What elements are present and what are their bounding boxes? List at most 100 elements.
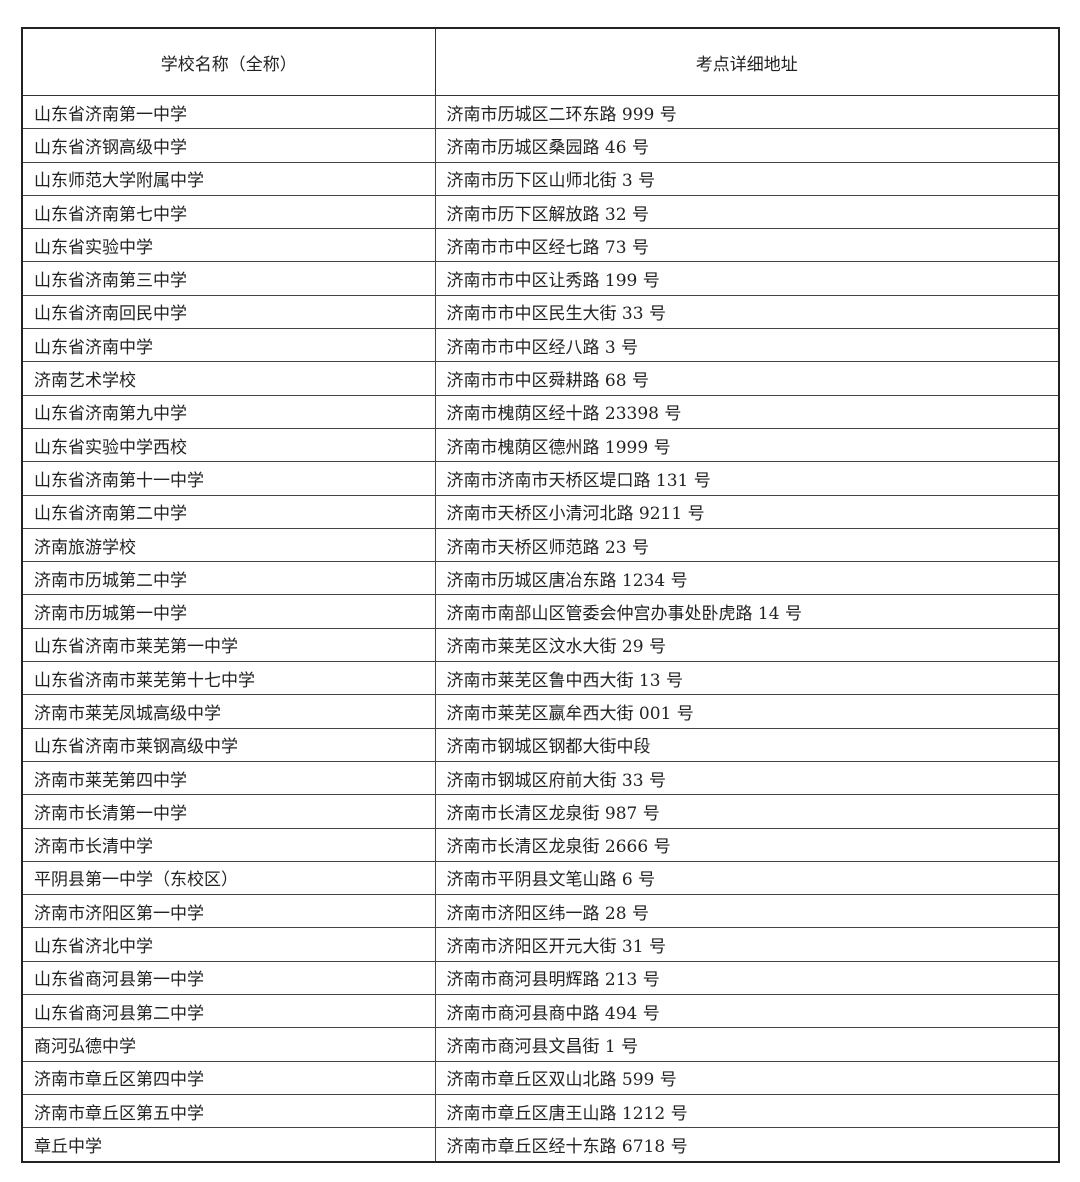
school-name-cell: 平阴县第一中学（东校区） [21,860,436,896]
school-name-cell: 山东省济南中学 [21,328,436,363]
table-row: 山东省商河县第二中学 济南市商河县商中路 494 号 [21,994,1060,1029]
school-name-cell: 山东师范大学附属中学 [21,161,436,196]
table-row: 山东省济南市莱钢高级中学 济南市钢城区钢都大街中段 [21,727,1060,762]
school-name-cell: 山东省商河县第二中学 [21,994,436,1029]
address-cell: 济南市市中区让秀路 199 号 [434,261,1060,296]
address-cell: 济南市天桥区师范路 23 号 [434,527,1060,563]
table-row: 济南市济阳区第一中学 济南市济阳区纬一路 28 号 [21,894,1060,929]
school-name-cell: 济南旅游学校 [21,527,436,563]
school-name-cell: 山东省济南第二中学 [21,494,436,529]
address-cell: 济南市市中区舜耕路 68 号 [434,361,1060,396]
address-cell: 济南市历城区唐冶东路 1234 号 [434,561,1060,596]
school-name-cell: 山东省济南第九中学 [21,394,436,429]
table-row: 章丘中学 济南市章丘区经十东路 6718 号 [21,1127,1060,1162]
school-name-cell: 山东省济南市莱芜第一中学 [21,627,436,663]
table-row: 平阴县第一中学（东校区） 济南市平阴县文笔山路 6 号 [21,860,1060,896]
address-cell: 济南市钢城区钢都大街中段 [434,727,1060,762]
address-cell: 济南市章丘区唐王山路 1212 号 [434,1093,1060,1129]
table-row: 山东省济南第十一中学 济南市济南市天桥区堤口路 131 号 [21,461,1060,496]
address-cell: 济南市长清区龙泉街 2666 号 [434,827,1060,862]
school-name-cell: 济南艺术学校 [21,361,436,396]
table-row: 济南市莱芜第四中学 济南市钢城区府前大街 33 号 [21,760,1060,796]
address-cell: 济南市商河县商中路 494 号 [434,994,1060,1029]
address-cell: 济南市莱芜区汶水大街 29 号 [434,627,1060,663]
table-row: 山东省实验中学 济南市市中区经七路 73 号 [21,228,1060,263]
address-cell: 济南市槐荫区经十路 23398 号 [434,394,1060,429]
table-row: 济南市历城第一中学 济南市南部山区管委会仲宫办事处卧虎路 14 号 [21,594,1060,629]
table-row: 济南市章丘区第五中学 济南市章丘区唐王山路 1212 号 [21,1093,1060,1129]
address-cell: 济南市济阳区纬一路 28 号 [434,894,1060,929]
school-name-cell: 济南市济阳区第一中学 [21,894,436,929]
school-name-cell: 济南市长清第一中学 [21,794,436,829]
header-school-name: 学校名称（全称） [21,27,436,96]
school-name-cell: 山东省济北中学 [21,927,436,962]
address-cell: 济南市莱芜区鲁中西大街 13 号 [434,661,1060,696]
school-name-cell: 山东省实验中学 [21,228,436,263]
school-name-cell: 山东省济南市莱钢高级中学 [21,727,436,762]
table-row: 山东省实验中学西校 济南市槐荫区德州路 1999 号 [21,427,1060,463]
school-name-cell: 济南市章丘区第五中学 [21,1093,436,1129]
table-row: 山东省济南市莱芜第十七中学 济南市莱芜区鲁中西大街 13 号 [21,661,1060,696]
address-cell: 济南市历下区解放路 32 号 [434,194,1060,230]
table-row: 济南艺术学校 济南市市中区舜耕路 68 号 [21,361,1060,396]
school-name-cell: 山东省济钢高级中学 [21,128,436,163]
table-row: 山东省济南第九中学 济南市槐荫区经十路 23398 号 [21,394,1060,429]
table-header-row: 学校名称（全称） 考点详细地址 [21,27,1060,96]
school-name-cell: 山东省济南第三中学 [21,261,436,296]
school-name-cell: 商河弘德中学 [21,1027,436,1062]
address-cell: 济南市莱芜区嬴牟西大街 001 号 [434,694,1060,729]
table-row: 济南旅游学校 济南市天桥区师范路 23 号 [21,527,1060,563]
table-row: 济南市章丘区第四中学 济南市章丘区双山北路 599 号 [21,1060,1060,1095]
table-row: 济南市长清中学 济南市长清区龙泉街 2666 号 [21,827,1060,862]
table-row: 山东师范大学附属中学 济南市历下区山师北街 3 号 [21,161,1060,196]
table-row: 济南市历城第二中学 济南市历城区唐冶东路 1234 号 [21,561,1060,596]
address-cell: 济南市市中区经七路 73 号 [434,228,1060,263]
table-row: 山东省商河县第一中学 济南市商河县明辉路 213 号 [21,960,1060,996]
table-row: 山东省济南回民中学 济南市市中区民生大街 33 号 [21,294,1060,330]
school-name-cell: 济南市历城第一中学 [21,594,436,629]
table-row: 济南市长清第一中学 济南市长清区龙泉街 987 号 [21,794,1060,829]
address-cell: 济南市济南市天桥区堤口路 131 号 [434,461,1060,496]
address-cell: 济南市天桥区小清河北路 9211 号 [434,494,1060,529]
school-name-cell: 山东省济南回民中学 [21,294,436,330]
school-name-cell: 章丘中学 [21,1127,436,1162]
school-name-cell: 济南市长清中学 [21,827,436,862]
address-cell: 济南市槐荫区德州路 1999 号 [434,427,1060,463]
school-name-cell: 山东省济南第一中学 [21,94,436,130]
address-cell: 济南市历城区二环东路 999 号 [434,94,1060,130]
table-row: 商河弘德中学 济南市商河县文昌街 1 号 [21,1027,1060,1062]
school-name-cell: 山东省济南第七中学 [21,194,436,230]
table-row: 山东省济北中学 济南市济阳区开元大街 31 号 [21,927,1060,962]
table-row: 山东省济钢高级中学 济南市历城区桑园路 46 号 [21,128,1060,163]
address-cell: 济南市长清区龙泉街 987 号 [434,794,1060,829]
address-cell: 济南市市中区经八路 3 号 [434,328,1060,363]
school-name-cell: 山东省商河县第一中学 [21,960,436,996]
table-row: 山东省济南第七中学 济南市历下区解放路 32 号 [21,194,1060,230]
address-cell: 济南市商河县文昌街 1 号 [434,1027,1060,1062]
address-cell: 济南市章丘区双山北路 599 号 [434,1060,1060,1095]
address-cell: 济南市南部山区管委会仲宫办事处卧虎路 14 号 [434,594,1060,629]
header-address: 考点详细地址 [434,27,1060,96]
table-row: 山东省济南第一中学 济南市历城区二环东路 999 号 [21,94,1060,130]
address-cell: 济南市钢城区府前大街 33 号 [434,760,1060,796]
school-name-cell: 济南市莱芜凤城高级中学 [21,694,436,729]
school-name-cell: 济南市章丘区第四中学 [21,1060,436,1095]
address-cell: 济南市历下区山师北街 3 号 [434,161,1060,196]
address-cell: 济南市商河县明辉路 213 号 [434,960,1060,996]
table-row: 山东省济南第三中学 济南市市中区让秀路 199 号 [21,261,1060,296]
table-row: 济南市莱芜凤城高级中学 济南市莱芜区嬴牟西大街 001 号 [21,694,1060,729]
school-name-cell: 济南市历城第二中学 [21,561,436,596]
exam-site-table: 学校名称（全称） 考点详细地址 山东省济南第一中学 济南市历城区二环东路 999 … [21,27,1060,1163]
address-cell: 济南市平阴县文笔山路 6 号 [434,860,1060,896]
table-row: 山东省济南市莱芜第一中学 济南市莱芜区汶水大街 29 号 [21,627,1060,663]
school-name-cell: 济南市莱芜第四中学 [21,760,436,796]
table-row: 山东省济南第二中学 济南市天桥区小清河北路 9211 号 [21,494,1060,529]
school-name-cell: 山东省济南市莱芜第十七中学 [21,661,436,696]
table-row: 山东省济南中学 济南市市中区经八路 3 号 [21,328,1060,363]
address-cell: 济南市济阳区开元大街 31 号 [434,927,1060,962]
school-name-cell: 山东省实验中学西校 [21,427,436,463]
school-name-cell: 山东省济南第十一中学 [21,461,436,496]
address-cell: 济南市市中区民生大街 33 号 [434,294,1060,330]
address-cell: 济南市历城区桑园路 46 号 [434,128,1060,163]
address-cell: 济南市章丘区经十东路 6718 号 [434,1127,1060,1162]
